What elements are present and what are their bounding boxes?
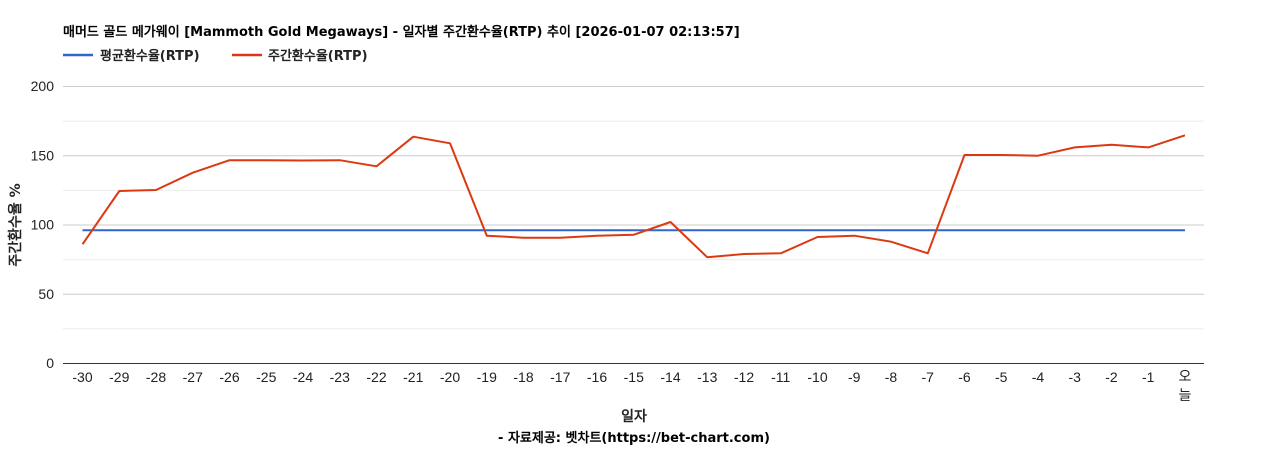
x-tick-label: -13	[697, 369, 717, 385]
x-tick-label: -8	[885, 369, 898, 385]
x-tick-label: -12	[734, 369, 754, 385]
y-tick-label: 100	[31, 217, 55, 233]
x-tick-label: -15	[624, 369, 644, 385]
x-tick-label: -21	[403, 369, 423, 385]
y-axis-title: 주간환수율 %	[7, 183, 24, 266]
x-axis-title: 일자	[621, 409, 647, 425]
y-tick-label: 50	[38, 286, 54, 302]
x-tick-label: -4	[1032, 369, 1045, 385]
x-tick-label: -10	[807, 369, 827, 385]
x-tick-label: 늘	[1179, 387, 1192, 403]
x-tick-label: -24	[293, 369, 313, 385]
x-tick-label: -27	[183, 369, 203, 385]
x-tick-label: -7	[922, 369, 935, 385]
x-tick-label: -30	[72, 369, 92, 385]
x-tick-label: -14	[660, 369, 680, 385]
y-tick-label: 0	[46, 355, 54, 371]
x-tick-label: -19	[477, 369, 497, 385]
gridlines	[63, 86, 1204, 330]
x-tick-label: -26	[219, 369, 239, 385]
y-tick-label: 150	[31, 147, 55, 163]
x-tick-label: -29	[109, 369, 129, 385]
x-tick-label: -22	[366, 369, 386, 385]
chart-title: 매머드 골드 메가웨이 [Mammoth Gold Megaways] - 일자…	[63, 24, 740, 40]
x-tick-label: -20	[440, 369, 460, 385]
x-tick-label: -18	[513, 369, 533, 385]
legend: 평균환수율(RTP) 주간환수율(RTP)	[63, 48, 368, 64]
legend-label-average: 평균환수율(RTP)	[100, 48, 200, 64]
x-tick-label: -17	[550, 369, 570, 385]
y-axis-ticks: 0 50 100 150 200	[31, 78, 55, 371]
x-tick-label: -6	[958, 369, 971, 385]
legend-item-weekly[interactable]: 주간환수율(RTP)	[232, 48, 368, 64]
x-tick-label: 오	[1179, 368, 1192, 384]
legend-label-weekly: 주간환수율(RTP)	[268, 48, 368, 64]
series-weekly-rtp-line[interactable]	[81, 134, 1186, 259]
x-axis-ticks: -30 -29 -28 -27 -26 -25 -24 -23 -22 -21 -20 -19 -18 -…	[72, 368, 1191, 403]
y-tick-label: 200	[31, 78, 55, 94]
x-tick-label: -25	[256, 369, 276, 385]
x-tick-label: -11	[771, 369, 790, 385]
legend-item-average[interactable]: 평균환수율(RTP)	[63, 48, 200, 64]
x-tick-label: -3	[1069, 369, 1082, 385]
x-tick-label: -2	[1105, 369, 1118, 385]
data-source-credit: - 자료제공: 벳차트(https://bet-chart.com)	[498, 430, 770, 446]
x-tick-label: -28	[146, 369, 166, 385]
x-tick-label: -5	[995, 369, 1008, 385]
x-tick-label: -9	[848, 369, 861, 385]
x-tick-label: -16	[587, 369, 607, 385]
x-tick-label: -23	[330, 369, 350, 385]
x-tick-label: -1	[1142, 369, 1155, 385]
